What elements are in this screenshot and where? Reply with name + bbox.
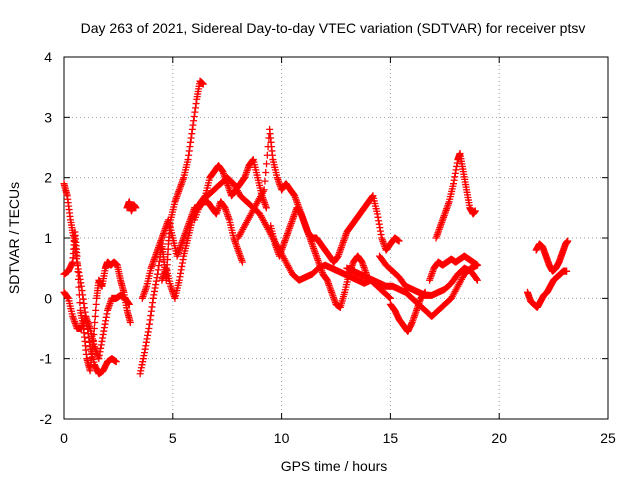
data-point	[76, 299, 84, 307]
data-point	[92, 306, 100, 314]
data-points	[60, 77, 572, 378]
data-point	[564, 237, 572, 245]
data-point	[132, 204, 140, 212]
data-point	[260, 186, 268, 194]
x-tick-label: 20	[491, 430, 507, 446]
series-M	[386, 288, 429, 336]
data-point	[75, 291, 83, 299]
data-point	[473, 276, 481, 284]
data-point	[125, 300, 133, 308]
data-point	[563, 267, 571, 275]
data-point	[473, 261, 481, 269]
data-point	[74, 260, 82, 268]
series-I	[234, 125, 403, 266]
chart-title: Day 263 of 2021, Sidereal Day-to-day VTE…	[81, 20, 586, 36]
data-point	[473, 275, 481, 283]
data-point	[91, 318, 99, 326]
data-point	[261, 177, 269, 185]
axis-ticks: 0 5 10 15 20 25 -2 -1 0 1 2 3 4	[40, 49, 616, 446]
series-D	[123, 198, 140, 215]
data-point	[385, 293, 393, 301]
y-tick-label: 2	[44, 170, 52, 186]
y-tick-label: -2	[40, 411, 53, 427]
series-P	[523, 267, 571, 311]
data-point	[91, 312, 99, 320]
x-tick-label: 25	[600, 430, 616, 446]
data-point	[73, 252, 81, 260]
data-point	[126, 318, 134, 326]
series-O	[426, 252, 481, 284]
data-point	[75, 283, 83, 291]
y-tick-label: 1	[44, 230, 52, 246]
data-point	[471, 207, 479, 215]
y-tick-label: 4	[44, 49, 52, 65]
data-point	[74, 268, 82, 276]
series-B	[60, 228, 134, 375]
grid	[64, 57, 608, 419]
data-point	[386, 294, 394, 302]
series-Q	[532, 237, 572, 275]
data-point	[395, 237, 403, 245]
y-tick-label: 0	[44, 290, 52, 306]
data-point	[112, 358, 120, 366]
series-C	[60, 288, 133, 363]
series-N	[432, 150, 479, 242]
data-point	[262, 204, 270, 212]
data-point	[263, 160, 271, 168]
series-G	[158, 156, 270, 302]
y-tick-label: -1	[40, 351, 53, 367]
data-point	[92, 300, 100, 308]
y-tick-label: 3	[44, 109, 52, 125]
x-tick-label: 10	[274, 430, 290, 446]
data-point	[421, 288, 429, 296]
series-A	[60, 180, 120, 378]
data-point	[199, 80, 207, 88]
x-tick-label: 15	[383, 430, 399, 446]
data-point	[238, 258, 246, 266]
data-point	[262, 168, 270, 176]
x-tick-label: 5	[169, 430, 177, 446]
data-point	[74, 275, 82, 283]
x-axis-label: GPS time / hours	[281, 458, 388, 474]
y-axis-label: SDTVAR / TECUs	[6, 182, 22, 294]
x-tick-label: 0	[60, 430, 68, 446]
